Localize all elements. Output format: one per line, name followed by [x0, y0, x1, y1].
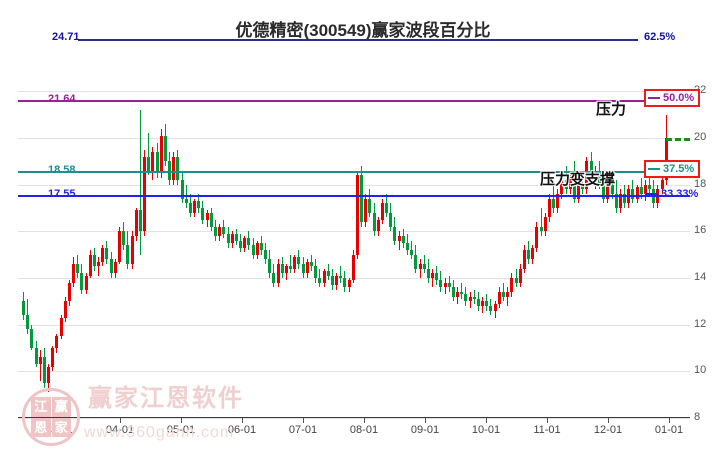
projection-dashed-line [666, 138, 690, 141]
x-axis-label: 09-01 [410, 424, 440, 436]
x-axis-tick [425, 418, 426, 423]
gridline [18, 138, 690, 139]
level-pct-label-37.5: 37.5% [663, 163, 695, 176]
gridline [18, 418, 690, 419]
gridline [18, 91, 690, 93]
x-axis-tick [669, 418, 670, 423]
x-axis-label: 08-01 [349, 424, 379, 436]
y-axis-label: 14 [694, 271, 707, 283]
y-axis-label: 20 [694, 131, 707, 143]
y-axis-label: 12 [694, 317, 707, 330]
y-axis-label: 18 [694, 177, 707, 190]
x-axis-label: 11-01 [533, 424, 561, 436]
gridline [18, 324, 690, 326]
level-swatch-icon [648, 168, 660, 171]
level-price-label-50: 21.64 [48, 92, 76, 105]
level-swatch-icon [646, 193, 658, 196]
annotation-resistance-to-support: 压力变支撑 [540, 171, 616, 188]
level-swatch-icon [648, 96, 660, 99]
level-price-label-37.5: 18.58 [48, 164, 76, 177]
watermark-brand: 赢家江恩软件 [88, 385, 244, 412]
seal-glyph: 家 [51, 417, 71, 437]
x-axis-label: 04-01 [105, 424, 135, 436]
level-pct-label-62-5: 62.5% [644, 31, 676, 43]
plot-area [18, 68, 690, 423]
seal-glyph: 赢 [51, 397, 71, 417]
x-axis-tick [547, 418, 548, 423]
y-axis-label: 8 [694, 411, 701, 423]
level-price-label-62-5: 24.71 [52, 31, 80, 43]
gridline [18, 184, 690, 186]
x-axis-tick [364, 418, 365, 423]
x-axis-tick [242, 418, 243, 423]
level-line-50 [18, 99, 690, 102]
gridline [18, 371, 690, 373]
gridline [18, 231, 690, 233]
level-badge-37.5[interactable]: 37.5% [644, 160, 701, 179]
seal-glyph: 江 [31, 397, 51, 417]
x-axis-label: 12-01 [593, 424, 623, 436]
chart-title: 优德精密(300549)赢家波段百分比 [235, 21, 491, 40]
x-axis-label: 05-01 [166, 424, 196, 436]
x-axis-tick [181, 418, 182, 423]
seal-glyph: 恩 [31, 417, 51, 437]
level-badge-33.33: 33.33% [646, 188, 698, 200]
level-pct-label-33.33: 33.33% [661, 188, 699, 201]
watermark-seal-logo: 江赢恩家 [22, 388, 80, 446]
x-axis-tick [486, 418, 487, 423]
x-axis-label: 01-01 [654, 424, 684, 436]
level-price-label-33.33: 17.55 [48, 188, 76, 201]
x-axis-label: 06-01 [227, 424, 257, 436]
watermark-url: www.360gann.com [84, 424, 235, 441]
level-line-33.33 [18, 195, 690, 198]
annotation-resistance: 压力 [596, 101, 627, 118]
level-pct-label-50: 50.0% [663, 91, 695, 104]
y-axis-label: 16 [694, 224, 707, 237]
x-axis-tick [303, 418, 304, 423]
x-axis-label: 07-01 [288, 424, 318, 436]
x-axis-tick [608, 418, 609, 423]
level-line-37.5 [18, 171, 690, 174]
x-axis-label: 10-01 [471, 424, 501, 436]
y-axis-label: 10 [694, 364, 707, 377]
x-axis-tick [120, 418, 121, 423]
level-line-62-5 [78, 39, 638, 41]
level-badge-50[interactable]: 50.0% [644, 88, 701, 107]
